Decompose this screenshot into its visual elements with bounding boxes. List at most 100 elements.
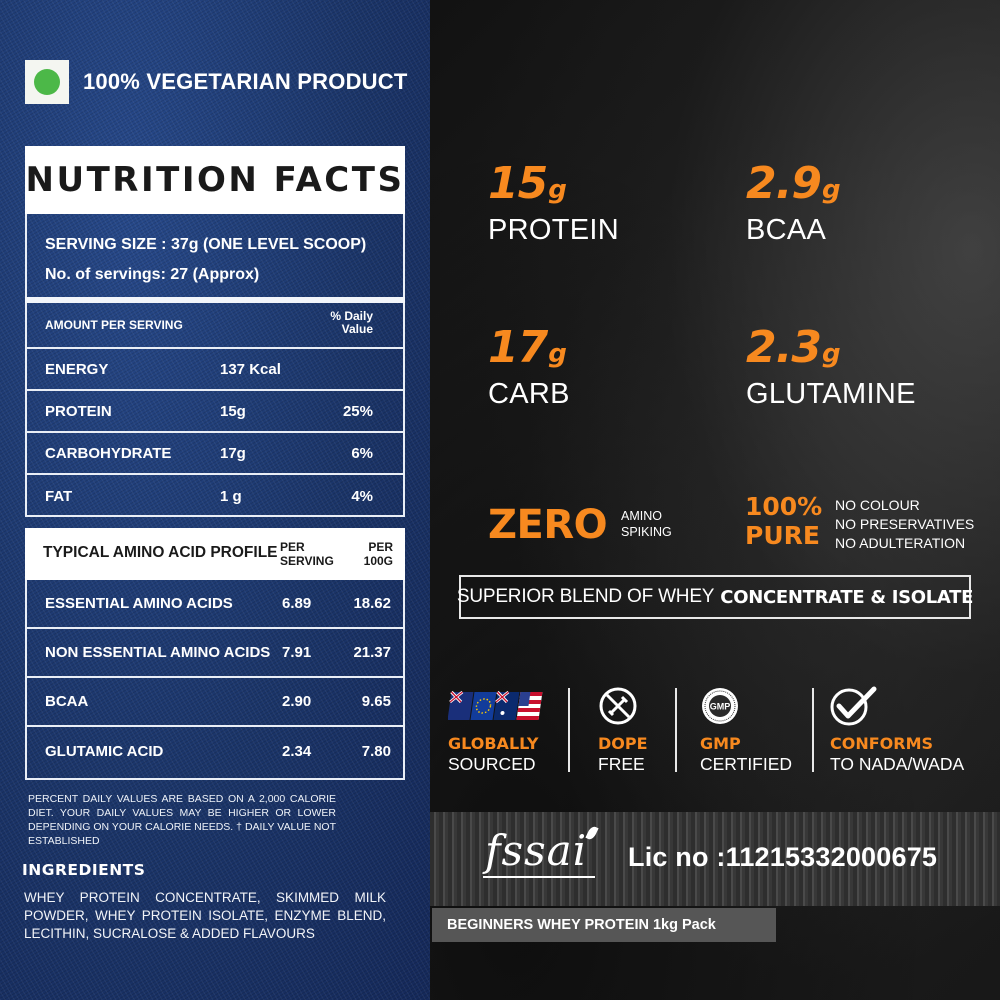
gmp-seal-icon: GMP — [700, 686, 792, 726]
table-row: CARBOHYDRATE 17g 6% — [27, 433, 403, 475]
amino-name: NON ESSENTIAL AMINO ACIDS — [45, 644, 271, 661]
nutrient-amount: 17g — [220, 444, 246, 462]
nutrient-dv: 25% — [342, 402, 373, 420]
svg-text:GMP: GMP — [710, 702, 731, 712]
highlight-value: 2.3g — [746, 326, 916, 370]
per-100g-header: PER 100G — [364, 540, 393, 568]
ingredients-text: WHEY PROTEIN CONCENTRATE, SKIMMED MILK P… — [24, 890, 386, 941]
ingredients-title: INGREDIENTS — [22, 861, 146, 879]
divider — [25, 297, 405, 303]
cert-title: GLOBALLY — [448, 734, 539, 753]
fssai-band — [430, 812, 1000, 906]
servings-count: No. of servings: 27 (Approx) — [45, 266, 260, 283]
table-row: FAT 1 g 4% — [27, 475, 403, 517]
amino-name: BCAA — [45, 693, 89, 710]
zero-claim-sub: AMINO SPIKING — [621, 508, 672, 540]
zero-sub-line2: SPIKING — [621, 525, 672, 539]
no-syringe-icon — [598, 686, 648, 726]
nutrient-amount: 15g — [220, 402, 246, 420]
pure-item: NO PRESERVATIVES — [835, 516, 975, 532]
amino-name: ESSENTIAL AMINO ACIDS — [45, 595, 233, 612]
per-serving-line2: SERVING — [280, 554, 334, 568]
amino-per-serving: 2.34 — [282, 743, 312, 760]
blend-banner: SUPERIOR BLEND OF WHEY CONCENTRATE & ISOL… — [456, 575, 973, 619]
table-row: PROTEIN 15g 25% — [27, 391, 403, 433]
value-unit: g — [821, 339, 841, 369]
flags-icon — [448, 686, 544, 726]
daily-value-footnote: PERCENT DAILY VALUES ARE BASED ON A 2,00… — [28, 793, 336, 847]
highlight-label: GLUTAMINE — [746, 378, 916, 410]
value-number: 15 — [488, 158, 548, 209]
dv-header-line1: % Daily — [330, 309, 373, 323]
table-row: ENERGY 137 Kcal — [27, 349, 403, 391]
cert-title: CONFORMS — [830, 734, 934, 753]
blend-regular-text: SUPERIOR BLEND OF WHEY — [456, 586, 715, 607]
cert-subtitle: FREE — [598, 754, 645, 774]
pure-item: NO COLOUR — [835, 497, 920, 513]
pure-line2: PURE — [745, 521, 820, 550]
cert-globally-sourced: GLOBALLY SOURCED — [448, 686, 544, 774]
value-number: 2.3 — [746, 322, 822, 373]
value-number: 17 — [488, 322, 548, 373]
cert-subtitle: SOURCED — [448, 754, 536, 774]
per-serving-line1: PER — [280, 540, 305, 554]
veg-symbol-icon — [25, 60, 69, 104]
zero-claim: ZERO — [488, 502, 608, 548]
amino-per-serving: 7.91 — [282, 644, 312, 661]
pure-item: NO ADULTERATION — [835, 535, 966, 551]
cert-dope-free: DOPE FREE — [598, 686, 648, 774]
cert-title: GMP — [700, 734, 741, 753]
table-row: GLUTAMIC ACID 2.34 7.80 — [27, 727, 403, 776]
divider — [675, 688, 677, 772]
nutrition-facts-title: NUTRITION FACTS — [25, 146, 405, 214]
per-serving-header: PER SERVING — [280, 540, 334, 568]
cert-gmp-certified: GMP GMP CERTIFIED — [700, 686, 792, 774]
vegetarian-badge: 100% VEGETARIAN PRODUCT — [25, 60, 407, 104]
highlight-carb: 17g CARB — [488, 326, 570, 411]
cert-title: DOPE — [598, 734, 648, 753]
highlight-value: 17g — [488, 326, 570, 370]
highlight-bcaa: 2.9g BCAA — [746, 162, 841, 247]
highlight-label: CARB — [488, 378, 570, 410]
divider — [568, 688, 570, 772]
dv-header-line2: Value — [341, 322, 373, 336]
nutrient-name: CARBOHYDRATE — [45, 444, 172, 462]
per-100g-line1: PER — [368, 540, 393, 554]
per-100g-line2: 100G — [363, 554, 393, 568]
value-unit: g — [548, 339, 567, 369]
highlight-value: 2.9g — [746, 162, 841, 206]
amino-per-100g: 21.37 — [353, 644, 391, 661]
nutrient-dv: 6% — [351, 444, 373, 462]
highlight-value: 15g — [488, 162, 619, 206]
amino-per-100g: 9.65 — [361, 693, 391, 710]
highlight-label: PROTEIN — [488, 214, 619, 246]
amino-per-100g: 18.62 — [353, 595, 391, 612]
table-row: ESSENTIAL AMINO ACIDS 6.89 18.62 — [27, 580, 403, 629]
amino-profile-title: TYPICAL AMINO ACID PROFILE — [43, 544, 278, 561]
vegetarian-label: 100% VEGETARIAN PRODUCT — [83, 69, 408, 94]
pack-label: BEGINNERS WHEY PROTEIN 1kg Pack — [432, 908, 776, 942]
fssai-underline — [483, 876, 595, 878]
divider — [812, 688, 814, 772]
cert-subtitle: CERTIFIED — [700, 754, 793, 774]
pure-claim: 100% PURE — [745, 492, 822, 550]
nutrient-name: PROTEIN — [45, 402, 112, 420]
daily-value-header: % Daily Value — [330, 310, 373, 336]
veg-dot-icon — [34, 69, 60, 95]
serving-info: SERVING SIZE : 37g (ONE LEVEL SCOOP) No.… — [25, 214, 405, 298]
amino-table-header: TYPICAL AMINO ACID PROFILE PER SERVING P… — [25, 528, 405, 580]
highlights-panel — [430, 0, 1000, 1000]
highlight-protein: 15g PROTEIN — [488, 162, 619, 247]
amino-per-100g: 7.80 — [361, 743, 391, 760]
amino-acid-table: ESSENTIAL AMINO ACIDS 6.89 18.62 NON ESS… — [25, 580, 405, 780]
table-row: BCAA 2.90 9.65 — [27, 678, 403, 727]
nutrition-table-header: AMOUNT PER SERVING % Daily Value — [27, 303, 403, 349]
cert-nada-wada: CONFORMS TO NADA/WADA — [830, 686, 964, 774]
highlight-glutamine: 2.3g GLUTAMINE — [746, 326, 916, 411]
nutrient-amount: 1 g — [220, 487, 242, 505]
fssai-logo: fssai — [485, 826, 588, 875]
amino-per-serving: 2.90 — [282, 693, 312, 710]
nutrient-dv: 4% — [351, 487, 373, 505]
zero-sub-line1: AMINO — [621, 509, 662, 523]
highlight-label: BCAA — [746, 214, 827, 246]
